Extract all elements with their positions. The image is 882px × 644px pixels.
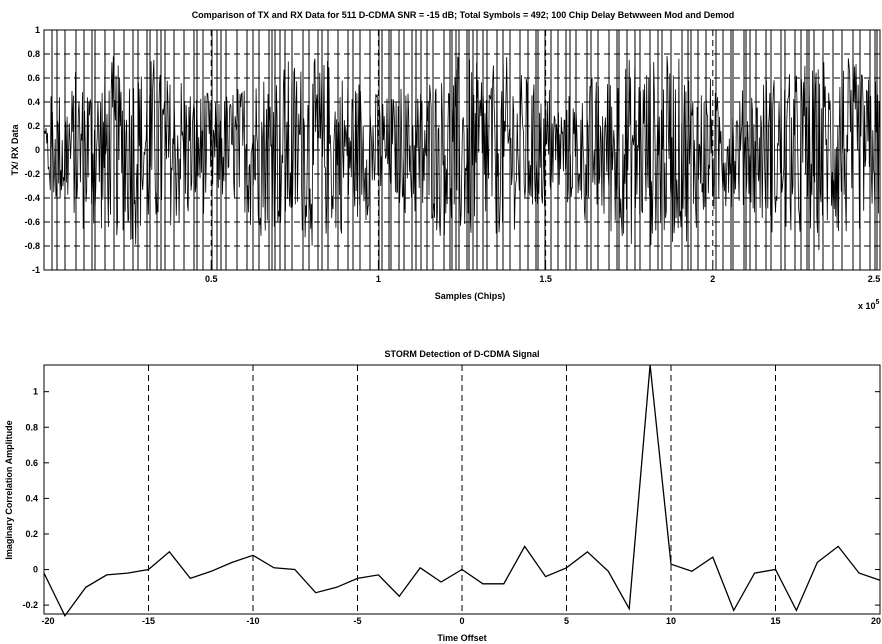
bottom-x-tick-label: -15 <box>142 616 155 626</box>
correlation-line <box>43 364 881 618</box>
top-x-axis-label: Samples (Chips) <box>435 291 506 301</box>
bottom-x-tick-label: 20 <box>871 616 881 626</box>
bottom-y-tick-label: 1 <box>33 387 38 397</box>
top-y-tick-label: -0.2 <box>24 169 40 179</box>
top-y-ticks: 1 0.8 0.6 0.4 0.2 0 -0.2 -0.4 -0.6 -0.8 -1 <box>24 25 48 275</box>
top-x-exponent-label: x 105 <box>858 299 880 311</box>
tx-data-line <box>44 29 880 271</box>
top-y-tick-label: -0.8 <box>24 241 40 251</box>
top-y-tick-label: -0.4 <box>24 193 40 203</box>
top-grid <box>44 30 880 270</box>
top-y-tick-label: 0.6 <box>27 73 40 83</box>
top-y-tick-label: 1 <box>35 25 40 35</box>
bottom-y-tick-label: 0.8 <box>25 422 38 432</box>
bottom-y-tick-label: 0.4 <box>25 493 38 503</box>
top-y-tick-label: -0.6 <box>24 217 40 227</box>
exponent-power: 5 <box>876 299 880 306</box>
bottom-x-tick-label: 0 <box>459 616 464 626</box>
top-chart-title: Comparison of TX and RX Data for 511 D-C… <box>192 10 735 20</box>
bottom-x-tick-label: -5 <box>353 616 361 626</box>
top-x-ticks: 0.5 1 1.5 2 2.5 <box>205 266 881 284</box>
top-x-tick-label: 2 <box>710 274 715 284</box>
bottom-y-tick-label: -0.2 <box>22 600 38 610</box>
exponent-base: x 10 <box>858 301 876 311</box>
bottom-chart-title: STORM Detection of D-CDMA Signal <box>385 349 540 359</box>
bottom-x-axis-label: Time Offset <box>437 633 486 643</box>
bottom-y-tick-label: 0.2 <box>25 529 38 539</box>
bottom-x-tick-label: 15 <box>770 616 780 626</box>
top-x-tick-label: 2.5 <box>868 274 881 284</box>
top-y-tick-label: 0.2 <box>27 121 40 131</box>
rx-data-line <box>43 56 881 251</box>
top-x-tick-label: 0.5 <box>205 274 218 284</box>
top-y-tick-label: 0.8 <box>27 49 40 59</box>
bottom-x-tick-label: -10 <box>246 616 259 626</box>
top-y-tick-label: 0 <box>35 145 40 155</box>
bottom-y-tick-label: 0 <box>33 565 38 575</box>
top-y-tick-label: 0.4 <box>27 97 40 107</box>
top-series <box>43 29 881 271</box>
bottom-x-tick-label: 10 <box>666 616 676 626</box>
bottom-series <box>43 364 881 618</box>
storm-chart: STORM Detection of D-CDMA Signal 1 0.8 0.6… <box>4 349 881 643</box>
bottom-x-tick-label: 5 <box>564 616 569 626</box>
bottom-y-axis-label: Imaginary Correlation Amplitude <box>4 420 14 559</box>
bottom-grid <box>148 365 776 614</box>
tx-rx-chart: Comparison of TX and RX Data for 511 D-C… <box>10 10 881 311</box>
bottom-y-tick-label: 0.6 <box>25 458 38 468</box>
top-y-axis-label: TX/ RX Data <box>10 124 20 176</box>
bottom-x-ticks: -20 -15 -10 -5 0 5 10 15 20 <box>41 616 881 626</box>
top-y-tick-label: -1 <box>32 265 40 275</box>
bottom-y-ticks: 1 0.8 0.6 0.4 0.2 0 -0.2 <box>22 387 880 610</box>
top-x-tick-label: 1 <box>376 274 381 284</box>
top-x-tick-label: 1.5 <box>539 274 552 284</box>
bottom-x-tick-label: -20 <box>41 616 54 626</box>
